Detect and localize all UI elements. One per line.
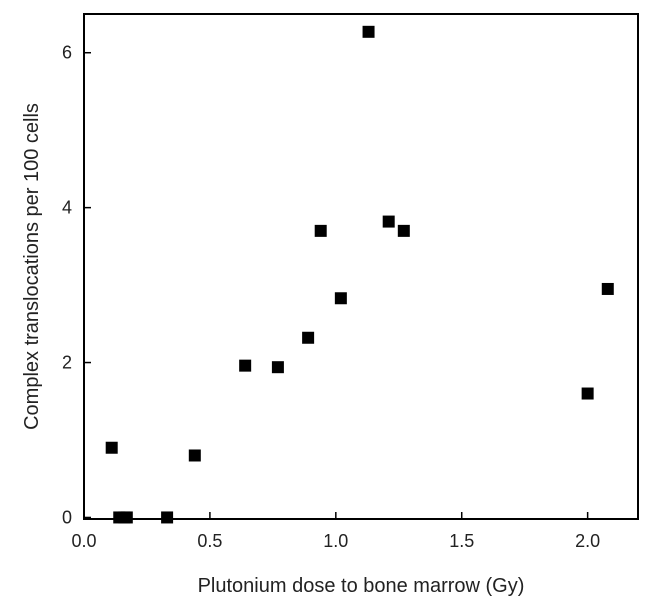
data-point: [105, 441, 118, 454]
y-tick-label: 4: [62, 198, 72, 218]
data-point: [397, 224, 410, 237]
data-point: [601, 282, 614, 295]
y-tick-label: 0: [62, 507, 72, 527]
data-point: [314, 224, 327, 237]
x-axis-ticks: 0.0 0.5 1.0 1.5 2.0: [71, 512, 600, 551]
data-point: [581, 387, 594, 400]
data-points: [105, 25, 614, 524]
data-point: [362, 25, 375, 38]
data-point: [239, 359, 252, 372]
data-point: [271, 361, 284, 374]
y-tick-label: 6: [62, 43, 72, 63]
y-axis-ticks: 0 2 4 6: [62, 43, 91, 527]
y-tick-label: 2: [62, 353, 72, 373]
data-point: [302, 331, 315, 344]
data-point: [120, 511, 133, 524]
x-tick-label: 0.0: [71, 531, 96, 551]
x-tick-label: 1.5: [449, 531, 474, 551]
data-point: [334, 292, 347, 305]
plot-area-frame: [83, 13, 639, 520]
data-point: [188, 449, 201, 462]
data-point: [382, 215, 395, 228]
x-tick-label: 0.5: [197, 531, 222, 551]
y-axis-title: Complex translocations per 100 cells: [21, 103, 43, 430]
x-axis-title: Plutonium dose to bone marrow (Gy): [198, 575, 525, 597]
x-tick-label: 2.0: [575, 531, 600, 551]
x-tick-label: 1.0: [323, 531, 348, 551]
data-point: [161, 511, 174, 524]
